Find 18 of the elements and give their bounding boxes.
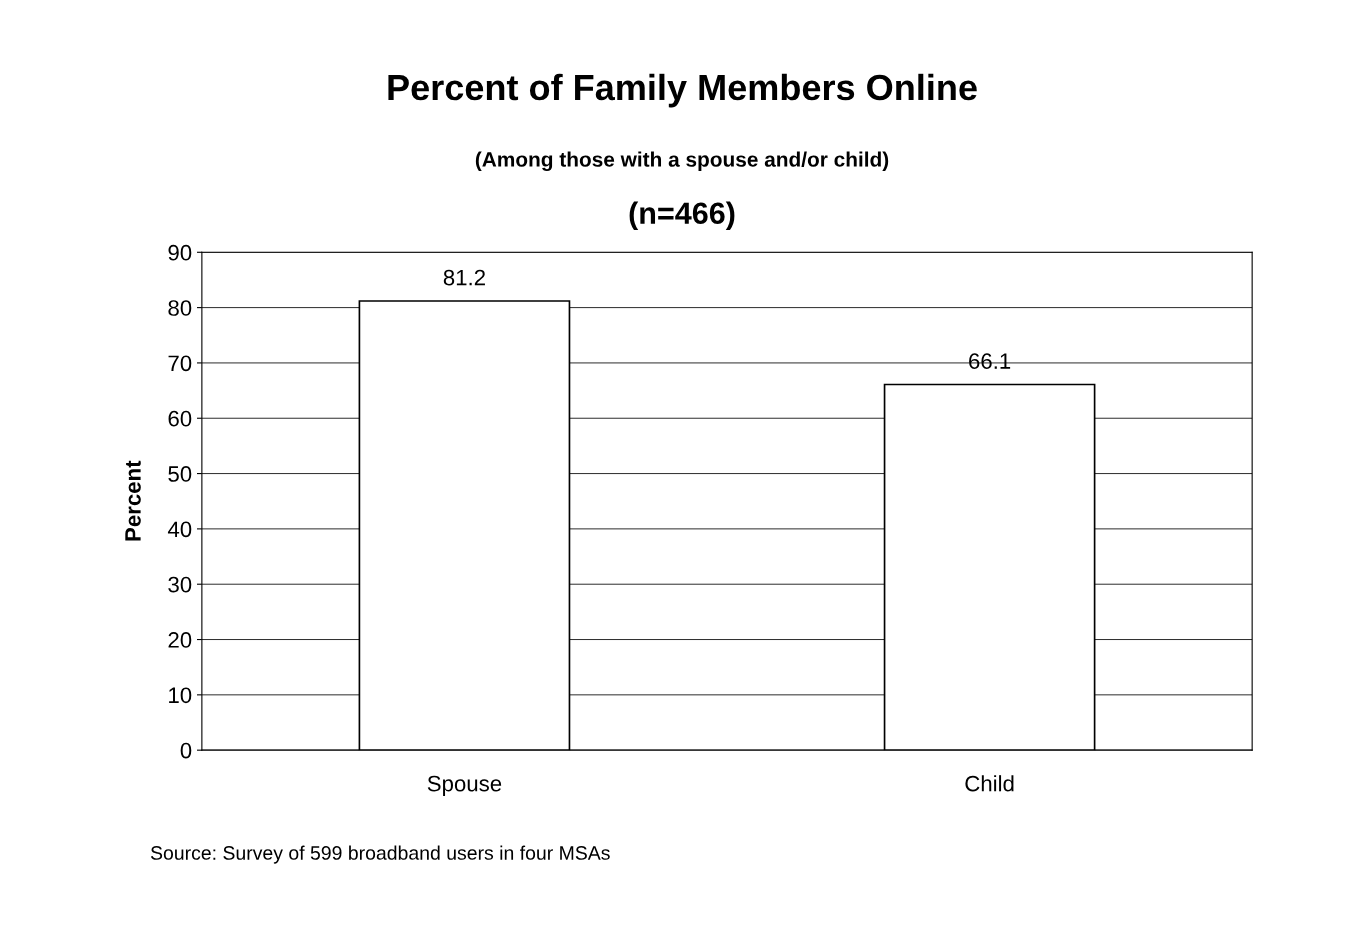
y-tick-label: 70 bbox=[168, 355, 192, 372]
source-note: Source: Survey of 599 broadband users in four MSAs bbox=[150, 845, 610, 864]
y-tick-label: 30 bbox=[168, 576, 192, 593]
data-label: 81.2 bbox=[443, 269, 485, 286]
y-tick-label: 0 bbox=[180, 742, 192, 759]
y-tick-label: 50 bbox=[168, 466, 192, 482]
data-label: 66.1 bbox=[969, 353, 1011, 369]
y-tick-label: 90 bbox=[168, 244, 192, 261]
y-tick-label: 10 bbox=[169, 687, 192, 704]
x-tick-label: Child bbox=[965, 775, 1014, 792]
y-tick-label: 20 bbox=[168, 632, 192, 648]
y-tick-label: 40 bbox=[167, 521, 192, 538]
x-tick-label: Spouse bbox=[427, 775, 502, 796]
y-tick-label: 80 bbox=[168, 300, 192, 316]
y-axis-title: Percent bbox=[125, 460, 141, 541]
y-tick-label: 60 bbox=[168, 410, 192, 427]
chart-title: Percent of Family Members Online bbox=[388, 73, 977, 108]
text: (Among those with a spouse and/or child) (n=466) bbox=[475, 151, 889, 231]
